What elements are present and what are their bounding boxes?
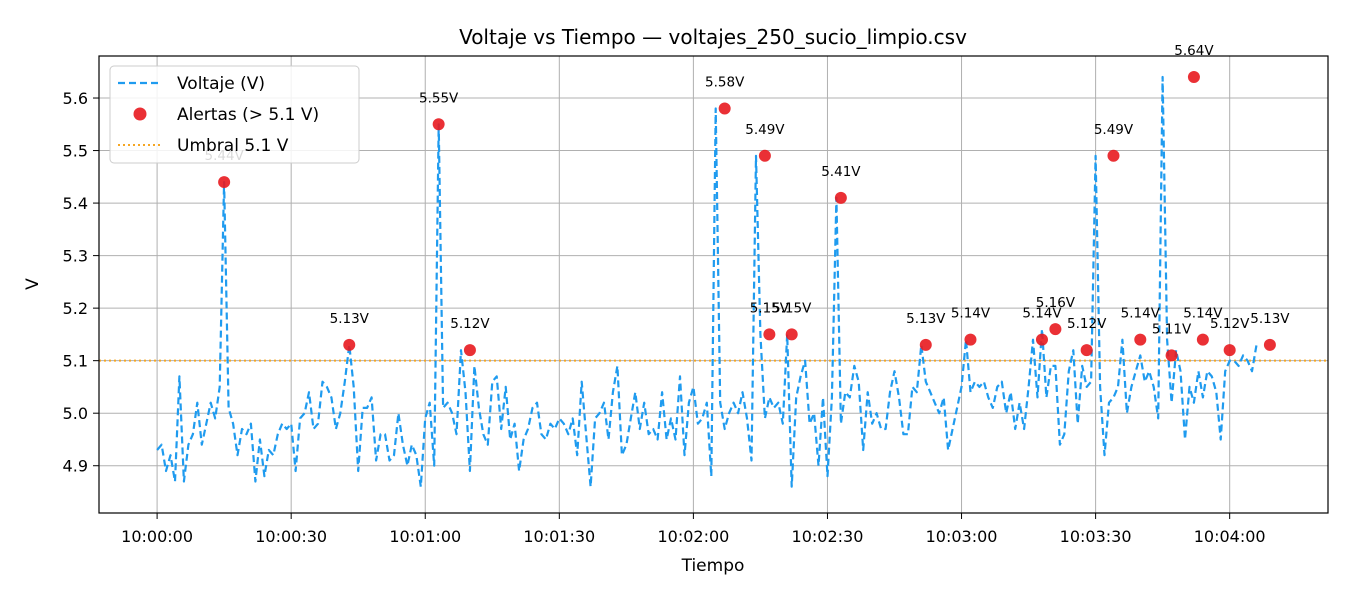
legend-alert-swatch — [133, 107, 147, 121]
alert-point — [1035, 333, 1048, 346]
x-tick-label: 10:03:00 — [926, 527, 998, 546]
voltage-series-line — [156, 75, 1258, 488]
series-layer — [156, 75, 1258, 488]
alert-label: 5.49V — [745, 122, 785, 138]
alert-point — [763, 328, 776, 341]
alert-point — [218, 176, 231, 189]
y-tick-label: 5.5 — [63, 142, 88, 161]
alert-label: 5.41V — [821, 164, 861, 180]
y-tick-label: 4.9 — [63, 457, 88, 476]
alert-label: 5.12V — [1067, 316, 1107, 332]
alert-point — [919, 338, 932, 351]
alert-point — [1165, 349, 1178, 362]
alert-point — [432, 118, 445, 131]
y-axis-label: V — [23, 278, 43, 290]
alert-point — [758, 149, 771, 162]
y-tick-label: 5.3 — [63, 247, 88, 266]
alert-label: 5.16V — [1036, 295, 1076, 311]
alert-point — [834, 191, 847, 204]
legend-voltaje-label: Voltaje (V) — [177, 74, 265, 94]
alert-label: 5.64V — [1174, 43, 1214, 59]
legend-alert-label: Alertas (> 5.1 V) — [177, 105, 319, 125]
alert-label: 5.13V — [330, 311, 370, 327]
legend: Voltaje (V) Alertas (> 5.1 V) Umbral 5.1… — [109, 65, 360, 164]
legend-box — [109, 65, 360, 164]
alert-label: 5.14V — [1121, 306, 1161, 322]
alert-label: 5.13V — [906, 311, 946, 327]
plot-frame — [98, 55, 1329, 514]
alert-label: 5.14V — [951, 306, 991, 322]
y-tick-label: 5.4 — [63, 194, 88, 213]
alert-label: 5.12V — [1210, 316, 1250, 332]
alert-label: 5.15V — [750, 300, 790, 316]
alert-point — [785, 328, 798, 341]
y-tick-label: 5.6 — [63, 89, 88, 108]
x-tick-label: 10:02:30 — [792, 527, 864, 546]
alerts-layer — [218, 71, 1276, 362]
alert-point — [1196, 333, 1209, 346]
chart-title: Voltaje vs Tiempo — voltajes_250_sucio_l… — [459, 25, 967, 49]
alert-label: 5.55V — [419, 90, 459, 106]
alert-label: 5.14V — [1183, 306, 1223, 322]
alert-point — [1263, 338, 1276, 351]
legend-threshold-label: Umbral 5.1 V — [177, 136, 289, 156]
alert-label: 5.15V — [772, 300, 812, 316]
x-tick-label: 10:04:00 — [1194, 527, 1266, 546]
x-axis-label: Tiempo — [681, 556, 745, 576]
alert-point — [1080, 344, 1093, 357]
y-tick-label: 5.1 — [63, 352, 88, 371]
x-tick-label: 10:00:00 — [121, 527, 193, 546]
axis-ticks: 10:00:00 10:00:30 10:01:00 10:01:30 10:02:00… — [63, 89, 1266, 546]
x-tick-label: 10:01:30 — [523, 527, 595, 546]
annotations: 5.44V5.13V5.55V5.12V5.58V5.49V5.15V5.15V… — [204, 43, 1290, 337]
alert-point — [964, 333, 977, 346]
alert-label: 5.49V — [1094, 122, 1134, 138]
alert-label: 5.12V — [450, 316, 490, 332]
x-tick-label: 10:02:00 — [657, 527, 729, 546]
y-tick-label: 5.2 — [63, 299, 88, 318]
alert-point — [1107, 149, 1120, 162]
alert-point — [463, 344, 476, 357]
alert-point — [1187, 71, 1200, 84]
alert-point — [1223, 344, 1236, 357]
alert-label: 5.13V — [1250, 311, 1290, 327]
alert-point — [1134, 333, 1147, 346]
x-tick-label: 10:01:00 — [389, 527, 461, 546]
alert-label: 5.11V — [1152, 321, 1192, 337]
alert-point — [1049, 323, 1062, 336]
x-tick-label: 10:00:30 — [255, 527, 327, 546]
x-tick-label: 10:03:30 — [1060, 527, 1132, 546]
alert-label: 5.14V — [1022, 306, 1062, 322]
alert-point — [343, 338, 356, 351]
alert-point — [718, 102, 731, 115]
alert-label: 5.58V — [705, 75, 745, 91]
y-tick-label: 5.0 — [63, 404, 88, 423]
